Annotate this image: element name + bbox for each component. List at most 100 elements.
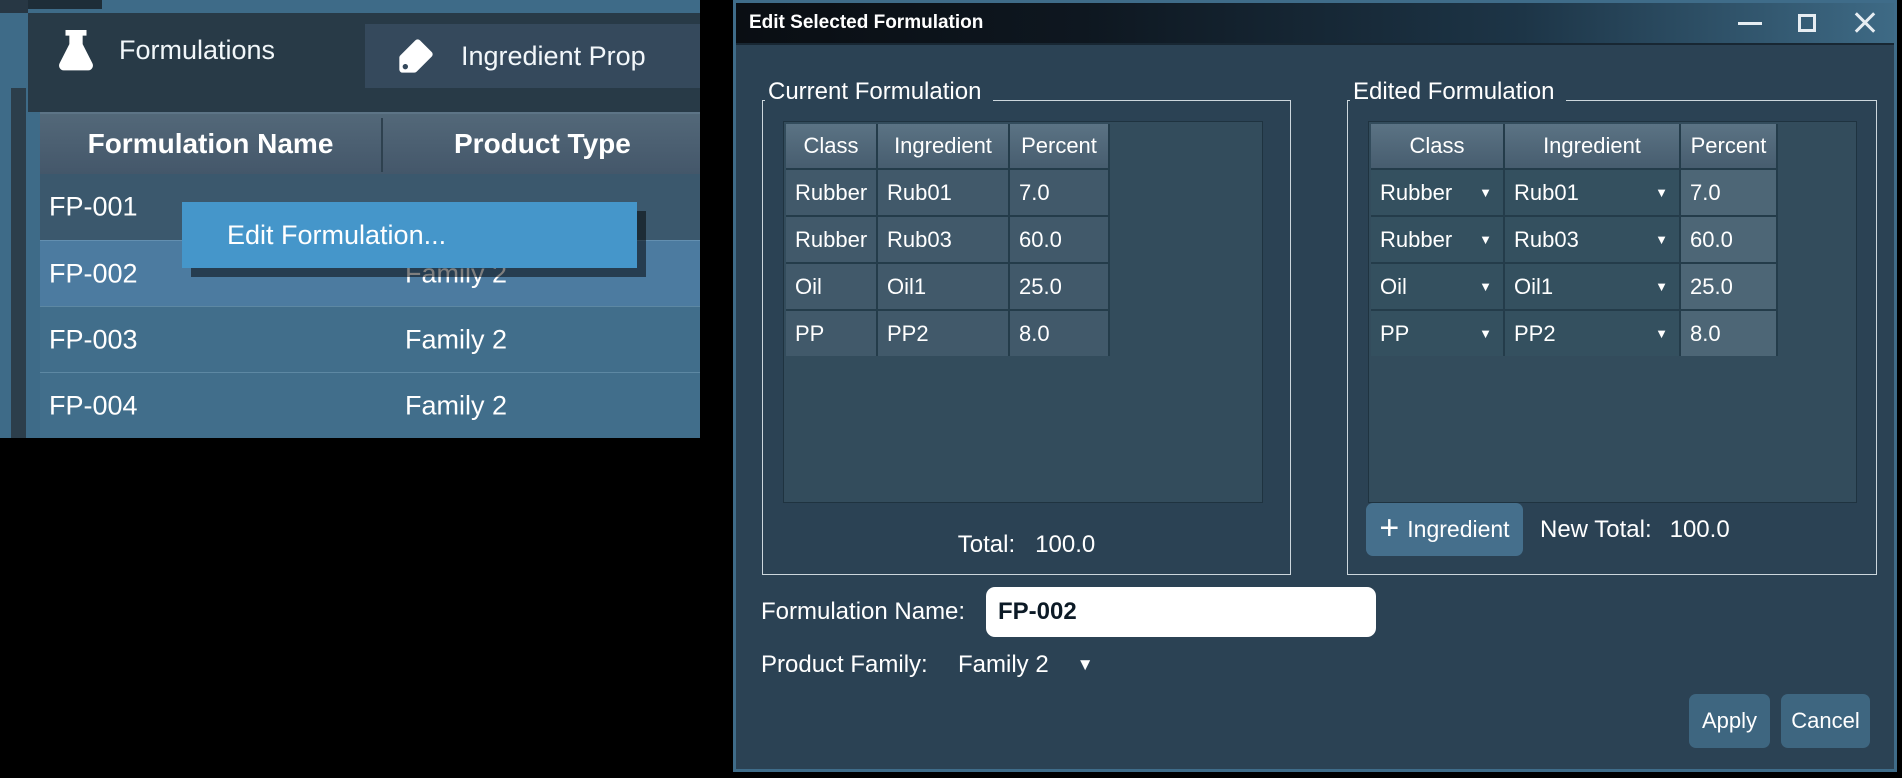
column-header-product-type[interactable]: Product Type <box>454 128 631 159</box>
class-cell: Oil <box>786 262 878 309</box>
current-formulation-group: Current Formulation Class Ingredient Perce… <box>762 78 1291 575</box>
formulations-table-header: Formulation Name Product Type <box>40 112 700 174</box>
tab-ingredient-properties[interactable]: Ingredient Prop <box>365 24 700 88</box>
chevron-down-icon: ▼ <box>1479 185 1492 200</box>
apply-button[interactable]: Apply <box>1689 694 1770 748</box>
titlebar-separator <box>736 43 1894 45</box>
new-total-label: New Total: <box>1540 515 1652 543</box>
edited-formulation-group: Edited Formulation Class Ingredient Percen… <box>1347 78 1877 575</box>
ingredient-value: Rub01 <box>1514 179 1579 205</box>
tag-icon <box>396 36 436 76</box>
class-dropdown[interactable]: Rubber ▼ <box>1371 168 1505 215</box>
ingredient-dropdown[interactable]: Oil1 ▼ <box>1505 262 1681 309</box>
table-row: PP ▼ PP2 ▼ 8.0 <box>1371 309 1778 356</box>
window-edge <box>0 0 28 13</box>
ingredient-cell: Rub03 <box>878 215 1010 262</box>
formulation-name-cell: FP-004 <box>49 390 138 420</box>
product-type-cell: Family 2 <box>405 324 508 354</box>
table-header-row: Class Ingredient Percent <box>1371 124 1778 168</box>
chevron-down-icon: ▼ <box>1479 232 1492 247</box>
formulation-name-input[interactable] <box>986 587 1376 637</box>
chevron-down-icon: ▼ <box>1655 185 1668 200</box>
ingredient-dropdown[interactable]: Rub01 ▼ <box>1505 168 1681 215</box>
table-row[interactable]: FP-004 Family 2 <box>40 372 700 438</box>
table-row: Rubber Rub01 7.0 <box>786 168 1110 215</box>
formulations-window: Ingredient Prop Formulations Formulation… <box>0 0 700 438</box>
close-icon[interactable] <box>1852 10 1878 36</box>
new-total-line: New Total: 100.0 <box>1540 503 1730 556</box>
chevron-down-icon: ▼ <box>1655 279 1668 294</box>
formulation-name-cell: FP-003 <box>49 324 138 354</box>
tab-label: Ingredient Prop <box>461 40 646 71</box>
ingredient-value: PP2 <box>1514 320 1556 346</box>
table-row[interactable]: FP-003 Family 2 <box>40 306 700 372</box>
group-label: Edited Formulation <box>1350 78 1567 111</box>
plus-icon: + <box>1379 508 1400 547</box>
class-dropdown[interactable]: Rubber ▼ <box>1371 215 1505 262</box>
product-family-label: Product Family: <box>761 651 928 678</box>
cancel-button[interactable]: Cancel <box>1781 694 1870 748</box>
ingredient-cell: Oil1 <box>878 262 1010 309</box>
class-cell: Rubber <box>786 215 878 262</box>
class-cell: Rubber <box>786 168 878 215</box>
formulation-name-cell: FP-002 <box>49 258 138 288</box>
tab-label: Formulations <box>119 35 276 65</box>
window-edge <box>10 0 102 9</box>
product-type-cell: Family 2 <box>405 390 508 420</box>
column-header: Ingredient <box>1505 124 1681 168</box>
table-row: PP PP2 8.0 <box>786 309 1110 356</box>
class-dropdown[interactable]: Oil ▼ <box>1371 262 1505 309</box>
ingredient-cell: Rub01 <box>878 168 1010 215</box>
percent-cell: 25.0 <box>1010 262 1110 309</box>
dialog-titlebar[interactable]: Edit Selected Formulation <box>736 3 1894 43</box>
class-value: Rubber <box>1380 226 1453 252</box>
percent-field[interactable]: 8.0 <box>1681 309 1778 356</box>
ingredient-dropdown[interactable]: Rub03 ▼ <box>1505 215 1681 262</box>
chevron-down-icon: ▼ <box>1655 326 1668 341</box>
column-header: Class <box>786 124 878 168</box>
class-value: PP <box>1380 320 1410 346</box>
new-total-value: 100.0 <box>1669 515 1730 543</box>
percent-cell: 8.0 <box>1010 309 1110 356</box>
edited-formulation-table: Class Ingredient Percent Rubber ▼ Rub01 ▼ 7.0 Ru… <box>1368 121 1857 503</box>
column-header-formulation-name[interactable]: Formulation Name <box>87 128 334 159</box>
current-formulation-table: Class Ingredient Percent Rubber Rub01 7.0 Rubb… <box>783 121 1263 503</box>
tab-formulations[interactable]: Formulations <box>28 13 365 88</box>
formulation-name-label: Formulation Name: <box>761 598 966 625</box>
maximize-icon[interactable] <box>1798 14 1816 32</box>
class-dropdown[interactable]: PP ▼ <box>1371 309 1505 356</box>
window-controls <box>1738 3 1878 43</box>
add-ingredient-label: Ingredient <box>1407 516 1510 542</box>
chevron-down-icon: ▼ <box>1479 279 1492 294</box>
table-row: Rubber Rub03 60.0 <box>786 215 1110 262</box>
chevron-down-icon: ▼ <box>1479 326 1492 341</box>
minimize-icon[interactable] <box>1738 10 1762 36</box>
class-value: Oil <box>1380 273 1407 299</box>
product-family-dropdown[interactable]: Family 2 ▼ <box>958 646 1094 684</box>
percent-field[interactable]: 25.0 <box>1681 262 1778 309</box>
table-header-row: Class Ingredient Percent <box>786 124 1110 168</box>
class-value: Rubber <box>1380 179 1453 205</box>
table-row: Oil Oil1 25.0 <box>786 262 1110 309</box>
total-line: Total: 100.0 <box>763 531 1290 559</box>
table-row: Oil ▼ Oil1 ▼ 25.0 <box>1371 262 1778 309</box>
dialog-title: Edit Selected Formulation <box>749 12 984 33</box>
column-header: Percent <box>1010 124 1110 168</box>
percent-field[interactable]: 7.0 <box>1681 168 1778 215</box>
add-ingredient-button[interactable]: + Ingredient <box>1366 503 1523 556</box>
menu-item-edit-formulation[interactable]: Edit Formulation... <box>227 219 447 250</box>
formulation-name-cell: FP-001 <box>49 191 138 222</box>
column-divider <box>381 118 383 172</box>
percent-cell: 7.0 <box>1010 168 1110 215</box>
table-row: Rubber ▼ Rub01 ▼ 7.0 <box>1371 168 1778 215</box>
tab-pane-border <box>11 88 26 438</box>
percent-cell: 60.0 <box>1010 215 1110 262</box>
chevron-down-icon: ▼ <box>1655 232 1668 247</box>
column-header: Ingredient <box>878 124 1010 168</box>
ingredient-cell: PP2 <box>878 309 1010 356</box>
product-family-value: Family 2 <box>958 651 1049 678</box>
edit-formulation-dialog: Edit Selected Formulation Current Formul… <box>733 0 1897 772</box>
ingredient-dropdown[interactable]: PP2 ▼ <box>1505 309 1681 356</box>
percent-field[interactable]: 60.0 <box>1681 215 1778 262</box>
